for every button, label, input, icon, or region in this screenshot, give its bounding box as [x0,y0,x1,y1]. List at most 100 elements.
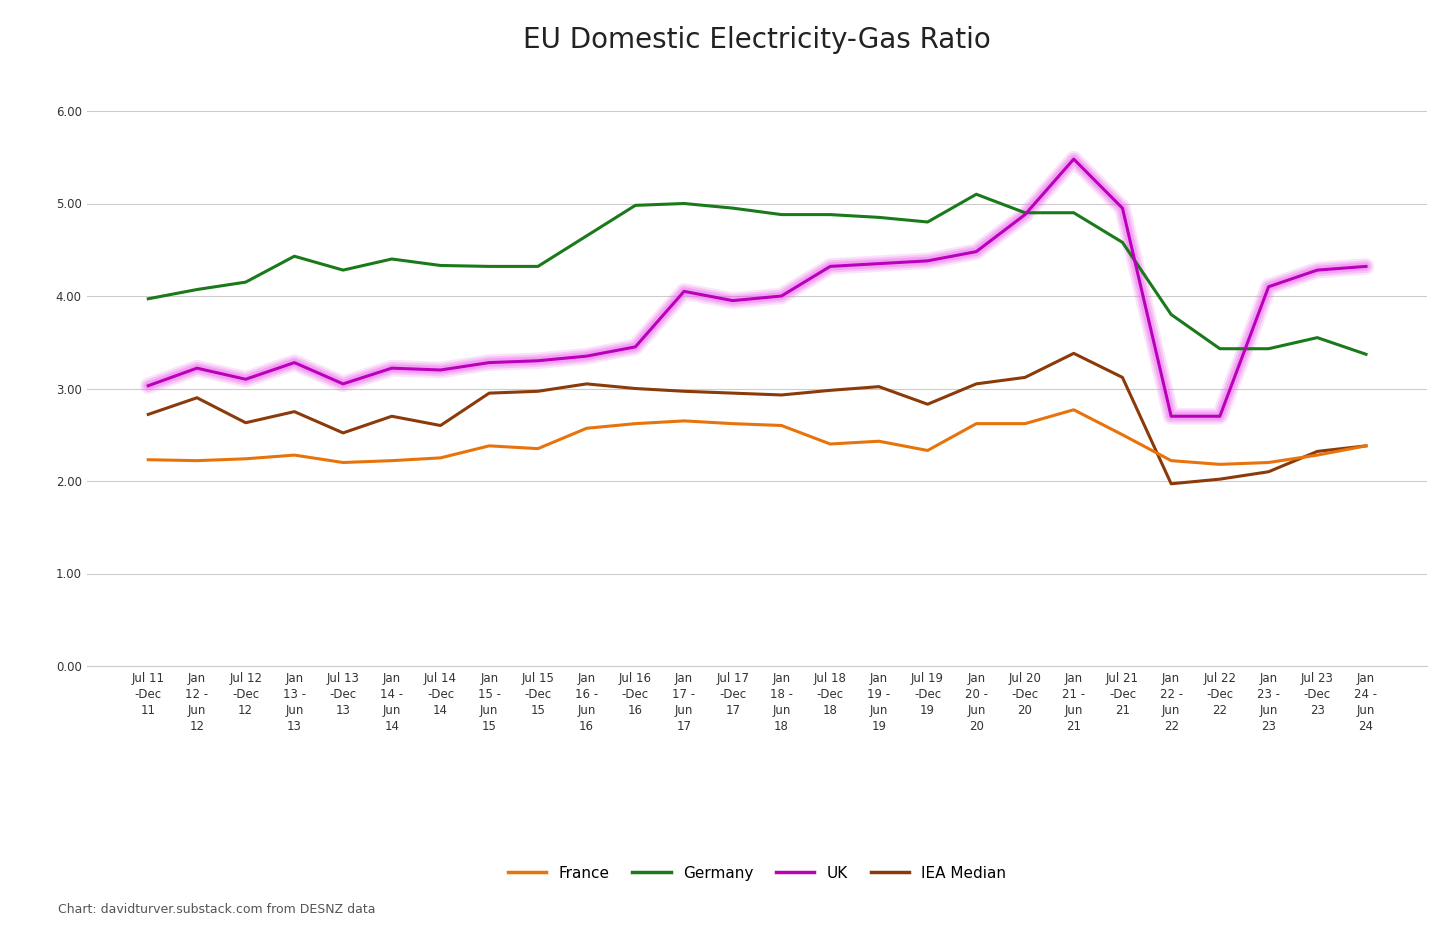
UK [1064,154,1082,165]
France [1064,404,1082,415]
France [335,457,352,468]
France [1259,457,1277,468]
Germany [1162,309,1179,320]
France [1114,429,1131,440]
UK [1259,281,1277,292]
France [529,443,546,454]
UK [1016,209,1034,220]
Germany [188,284,205,295]
UK [578,351,596,362]
IEA Median [821,385,839,396]
France [1357,440,1374,451]
IEA Median [626,383,644,394]
IEA Median [1114,372,1131,383]
Germany [1114,237,1131,248]
UK [1211,411,1229,422]
France [578,423,596,434]
Germany [1016,207,1034,218]
IEA Median [773,389,791,401]
UK [335,378,352,389]
Germany [578,230,596,241]
Germany [676,198,693,209]
UK [1309,265,1326,276]
IEA Median [383,411,400,422]
UK [1162,411,1179,422]
UK [1357,261,1374,272]
Legend: France, Germany, UK, IEA Median: France, Germany, UK, IEA Median [502,859,1012,887]
IEA Median [480,388,498,399]
UK [432,364,450,376]
IEA Median [237,417,255,428]
Line: UK: UK [149,159,1366,416]
UK [724,295,741,306]
Germany [724,203,741,214]
France [724,418,741,429]
IEA Median [335,427,352,438]
France [968,418,986,429]
UK [821,261,839,272]
France [432,452,450,463]
Germany [480,261,498,272]
UK [140,380,157,391]
IEA Median [1064,348,1082,359]
France [1016,418,1034,429]
France [871,436,888,447]
France [383,455,400,466]
IEA Median [968,378,986,389]
UK [188,363,205,374]
France [140,454,157,465]
IEA Median [1259,466,1277,477]
France [821,438,839,450]
UK [626,341,644,352]
Germany [1259,343,1277,354]
IEA Median [724,388,741,399]
IEA Median [1309,446,1326,457]
IEA Median [919,399,936,410]
UK [480,357,498,368]
Germany [237,277,255,288]
Germany [432,260,450,271]
UK [773,290,791,302]
UK [529,355,546,366]
Germany [968,189,986,200]
Germany [1211,343,1229,354]
Line: IEA Median: IEA Median [149,353,1366,484]
Germany [1309,332,1326,343]
IEA Median [140,409,157,420]
France [676,415,693,426]
Line: France: France [149,410,1366,464]
France [919,445,936,456]
Germany [1064,207,1082,218]
France [1162,455,1179,466]
France [773,420,791,431]
UK [968,246,986,257]
IEA Median [578,378,596,389]
Germany [383,253,400,265]
Germany [140,293,157,304]
IEA Median [1162,478,1179,489]
IEA Median [676,386,693,397]
Title: EU Domestic Electricity-Gas Ratio: EU Domestic Electricity-Gas Ratio [523,26,992,54]
IEA Median [1016,372,1034,383]
IEA Median [529,386,546,397]
UK [1114,203,1131,214]
France [626,418,644,429]
IEA Median [432,420,450,431]
UK [285,357,303,368]
UK [383,363,400,374]
Germany [285,251,303,262]
Germany [335,265,352,276]
Germany [529,261,546,272]
UK [676,286,693,297]
Germany [821,209,839,220]
UK [919,255,936,266]
IEA Median [1211,474,1229,485]
Text: Chart: davidturver.substack.com from DESNZ data: Chart: davidturver.substack.com from DES… [58,903,376,916]
France [188,455,205,466]
Germany [919,216,936,228]
Germany [871,212,888,223]
Germany [1357,349,1374,360]
France [1309,450,1326,461]
IEA Median [285,406,303,417]
UK [871,258,888,269]
